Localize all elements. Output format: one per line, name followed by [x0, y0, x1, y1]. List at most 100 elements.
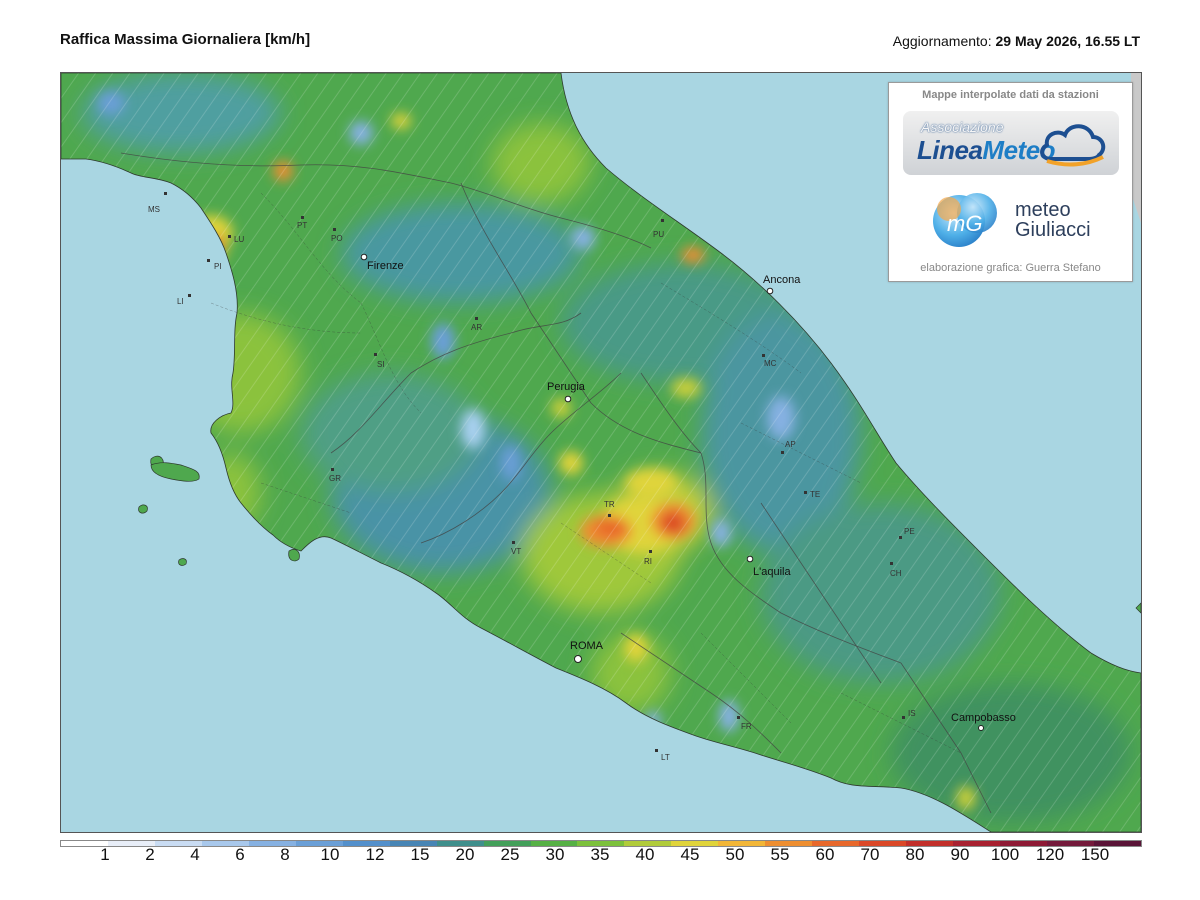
legend-swatch [61, 841, 108, 846]
svg-text:FR: FR [741, 722, 752, 731]
province-pi: PI [207, 259, 222, 271]
legend-color-bar [60, 840, 1142, 847]
svg-text:LT: LT [661, 753, 670, 762]
lineameteo-logo-a: Linea [917, 135, 983, 165]
update-timestamp: Aggiornamento: 29 May 2026, 16.55 LT [893, 33, 1140, 49]
legend-label: 50 [725, 845, 745, 864]
svg-text:GR: GR [329, 474, 341, 483]
province-pu: PU [653, 219, 664, 239]
legend-label: 35 [590, 845, 610, 864]
legend-label: 100 [990, 845, 1020, 864]
legend-swatch [342, 841, 390, 846]
legend-swatch [812, 841, 860, 846]
svg-text:TE: TE [810, 490, 820, 499]
svg-text:Perugia: Perugia [547, 381, 586, 393]
major-cities: Firenze Perugia Ancona L'aquila ROMA Cam… [360, 253, 1016, 731]
legend-swatch [201, 841, 249, 846]
legend-label: 90 [950, 845, 970, 864]
city-campobasso[interactable]: Campobasso [951, 712, 1016, 731]
meteogiuliacci-line1: meteo [1015, 199, 1071, 221]
legend-swatch [248, 841, 296, 846]
svg-text:AR: AR [471, 323, 482, 332]
svg-text:PT: PT [297, 221, 307, 230]
legend-label: 8 [280, 845, 290, 864]
province-mc: MC [762, 354, 777, 368]
svg-text:PI: PI [214, 262, 222, 271]
mg-mark: mG [947, 211, 982, 236]
svg-text:PO: PO [331, 234, 343, 243]
province-capitals: MS LU PI LI PT PO AR SI GR VT TR RI PU M… [148, 192, 916, 762]
legend-label: 40 [635, 845, 655, 864]
lineameteo-logo[interactable]: Associazione LineaMeteo [903, 111, 1119, 175]
meteogiuliacci-line2: Giuliacci [1015, 219, 1091, 241]
province-fr: FR [737, 716, 752, 731]
province-vt: VT [511, 541, 521, 556]
province-si: SI [374, 353, 385, 369]
legend-swatch [859, 841, 907, 846]
svg-text:Campobasso: Campobasso [951, 712, 1016, 724]
legend-label: 1 [100, 845, 110, 864]
legend-label: 4 [190, 845, 200, 864]
legend-label: 30 [545, 845, 565, 864]
legend-label: 2 [145, 845, 155, 864]
svg-text:TR: TR [604, 500, 615, 509]
legend-swatch [483, 841, 531, 846]
legend-label: 15 [410, 845, 430, 864]
svg-text:SI: SI [377, 360, 385, 369]
legend-label: 12 [365, 845, 385, 864]
province-ap: AP [781, 440, 796, 454]
svg-text:PE: PE [904, 527, 915, 536]
update-label: Aggiornamento: [892, 33, 992, 49]
legend-label: 10 [320, 845, 340, 864]
svg-text:IS: IS [908, 709, 916, 718]
legend-swatch [577, 841, 625, 846]
city-ancona[interactable]: Ancona [763, 274, 801, 295]
legend-swatch [436, 841, 484, 846]
province-te: TE [804, 490, 820, 499]
legend-swatch [154, 841, 202, 846]
legend-swatch [1000, 841, 1048, 846]
svg-text:LI: LI [177, 297, 184, 306]
islands [138, 455, 1141, 614]
svg-text:MC: MC [764, 359, 777, 368]
legend-label: 70 [860, 845, 880, 864]
city-roma[interactable]: ROMA [570, 640, 604, 663]
update-value: 29 May 2026, 16.55 LT [995, 33, 1141, 49]
svg-text:RI: RI [644, 557, 652, 566]
svg-text:L'aquila: L'aquila [753, 566, 791, 578]
legend-swatch [530, 841, 578, 846]
region-borders [120, 152, 992, 814]
province-ar: AR [471, 317, 482, 332]
legend-swatch [718, 841, 766, 846]
lineameteo-logo-big: LineaMeteo [917, 135, 1056, 166]
legend-label: 20 [455, 845, 475, 864]
legend-swatch [671, 841, 719, 846]
province-lt: LT [655, 749, 670, 762]
foreign-land [1131, 73, 1141, 223]
province-gr: GR [329, 468, 341, 483]
legend-labels: 1 2 4 6 8 10 12 15 20 25 30 35 40 45 50 55 60 70 80 90 100 12… [60, 845, 1140, 869]
province-tr: TR [604, 500, 615, 517]
city-laquila[interactable]: L'aquila [746, 555, 791, 578]
svg-text:AP: AP [785, 440, 796, 449]
city-perugia[interactable]: Perugia [547, 381, 586, 403]
city-firenze[interactable]: Firenze [360, 253, 404, 272]
svg-text:Firenze: Firenze [367, 260, 404, 272]
legend-swatch [389, 841, 437, 846]
legend-swatch [906, 841, 954, 846]
legend-label: 45 [680, 845, 700, 864]
legend-swatch [624, 841, 672, 846]
meteogiuliacci-logo-icon[interactable]: mG [929, 187, 1003, 251]
legend-label: 120 [1035, 845, 1065, 864]
legend-label: 150 [1080, 845, 1110, 864]
lineameteo-logo-small: Associazione [921, 119, 1004, 135]
legend-label: 25 [500, 845, 520, 864]
cloud-icon [1040, 124, 1106, 167]
wind-gust-map[interactable]: Firenze Perugia Ancona L'aquila ROMA Cam… [60, 72, 1142, 833]
legend-swatch [107, 841, 155, 846]
legend-swatch [1047, 841, 1094, 846]
svg-text:LU: LU [234, 235, 244, 244]
svg-text:Ancona: Ancona [763, 274, 801, 286]
province-lu: LU [228, 235, 244, 244]
legend-swatch [765, 841, 813, 846]
